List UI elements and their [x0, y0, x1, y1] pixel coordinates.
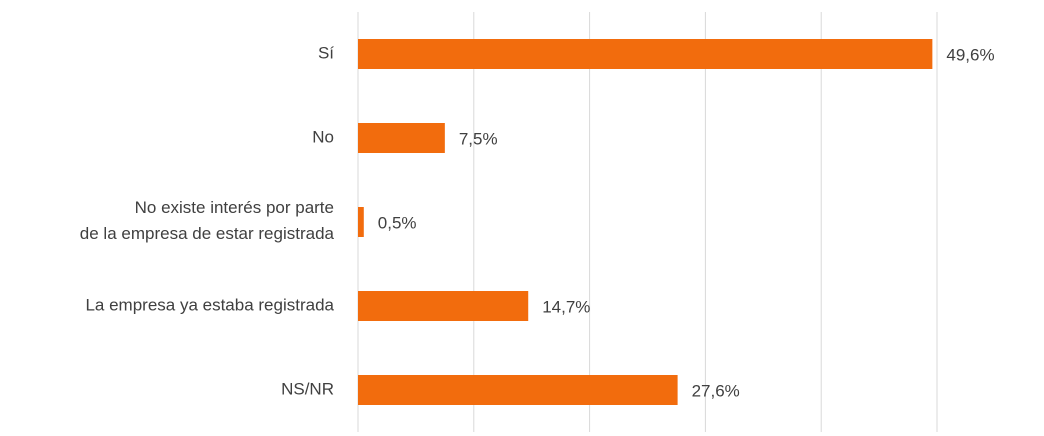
y-tick-label: Sí [318, 43, 334, 62]
y-tick-label: NS/NR [281, 379, 334, 398]
bar [358, 39, 933, 69]
bar [358, 207, 364, 237]
bar [358, 375, 678, 405]
y-tick-label: No [312, 127, 334, 146]
data-label: 7,5% [459, 129, 498, 148]
data-label: 27,6% [692, 381, 740, 400]
data-label: 14,7% [542, 297, 590, 316]
y-tick-label-line: de la empresa de estar registrada [80, 224, 335, 243]
y-tick-label: No existe interés por parte de la empresa… [80, 198, 335, 243]
data-label: 0,5% [378, 213, 417, 232]
bar [358, 123, 445, 153]
y-tick-label: La empresa ya estaba registrada [85, 295, 334, 314]
y-tick-label-line: No existe interés por parte [135, 198, 334, 217]
data-label: 49,6% [946, 45, 994, 64]
bar [358, 291, 529, 321]
